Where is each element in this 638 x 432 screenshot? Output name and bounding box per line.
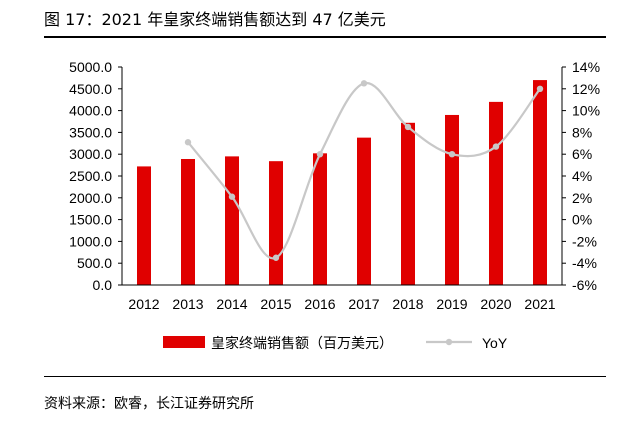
bar-2020 (489, 101, 503, 285)
yoy-point-2015 (272, 254, 280, 261)
bar-2018 (401, 122, 415, 285)
y-right-tick-label: 2% (572, 190, 592, 206)
bar-2019 (445, 114, 459, 286)
y-right-tick-label: 6% (572, 146, 592, 162)
y-left-tick-label: 2000.0 (69, 190, 112, 206)
y-left-tick-label: 0.0 (93, 277, 113, 293)
x-tick-label: 2020 (480, 296, 511, 312)
yoy-point-2016 (316, 151, 324, 158)
y-right-tick-label: -4% (572, 255, 597, 271)
bar-2021 (533, 80, 547, 285)
top-rule (44, 36, 606, 38)
bar-2012 (137, 166, 151, 285)
bar-2014 (225, 156, 239, 285)
bar-2016 (313, 153, 327, 285)
y-right-tick-label: 0% (572, 212, 592, 228)
y-left-tick-label: 4000.0 (69, 103, 112, 119)
y-right-tick-label: -6% (572, 277, 597, 293)
combo-chart: 0.0 500.0 1000.0 1500.0 2000.0 2500.0 3000.0 35… (69, 59, 600, 352)
y-left-tick-label: 3000.0 (69, 146, 112, 162)
y-right-tick-label: 10% (572, 103, 600, 119)
y-right-tick-label: -2% (572, 233, 597, 249)
yoy-point-2019 (448, 151, 456, 158)
x-tick-label: 2013 (172, 296, 203, 312)
yoy-line (187, 82, 541, 260)
figure-title: 图 17：2021 年皇家终端销售额达到 47 亿美元 (44, 10, 386, 29)
y-left-tick-label: 1000.0 (69, 233, 112, 249)
legend-label-line: YoY (482, 335, 508, 351)
y-right-tick-label: 4% (572, 168, 592, 184)
yoy-point-2013 (184, 139, 192, 146)
x-tick-label: 2012 (128, 296, 159, 312)
yoy-point-2018 (404, 123, 412, 131)
source-note: 资料来源：欧睿，长江证券研究所 (44, 396, 254, 412)
legend-swatch-bar (163, 336, 205, 348)
x-tick-label: 2017 (348, 296, 379, 312)
y-right-tick-label: 14% (572, 59, 600, 75)
x-tick-label: 2018 (392, 296, 423, 312)
y-left-tick-label: 5000.0 (69, 59, 112, 75)
bottom-rule (44, 376, 606, 377)
yoy-point-2017 (360, 80, 368, 87)
y-left-tick-label: 500.0 (77, 255, 112, 271)
y-right-tick-label: 12% (572, 81, 600, 97)
y-left-tick-label: 3500.0 (69, 124, 112, 140)
x-tick-label: 2019 (436, 296, 467, 312)
yoy-point-2020 (492, 143, 500, 150)
x-tick-label: 2015 (260, 296, 291, 312)
yoy-point-2021 (536, 85, 544, 93)
y-left-tick-label: 2500.0 (69, 168, 112, 184)
bar-2017 (357, 137, 371, 285)
y-left-tick-label: 1500.0 (69, 212, 112, 228)
legend-label-bar: 皇家终端销售额（百万美元） (211, 335, 393, 352)
y-right-tick-label: 8% (572, 124, 592, 140)
x-tick-label: 2014 (216, 296, 247, 312)
yoy-point-2014 (228, 193, 236, 200)
x-tick-label: 2021 (524, 296, 555, 312)
y-left-tick-label: 4500.0 (69, 81, 112, 97)
legend-marker-line (445, 338, 453, 346)
x-tick-label: 2016 (304, 296, 335, 312)
bar-2013 (181, 158, 195, 285)
bar-2015 (269, 161, 283, 285)
